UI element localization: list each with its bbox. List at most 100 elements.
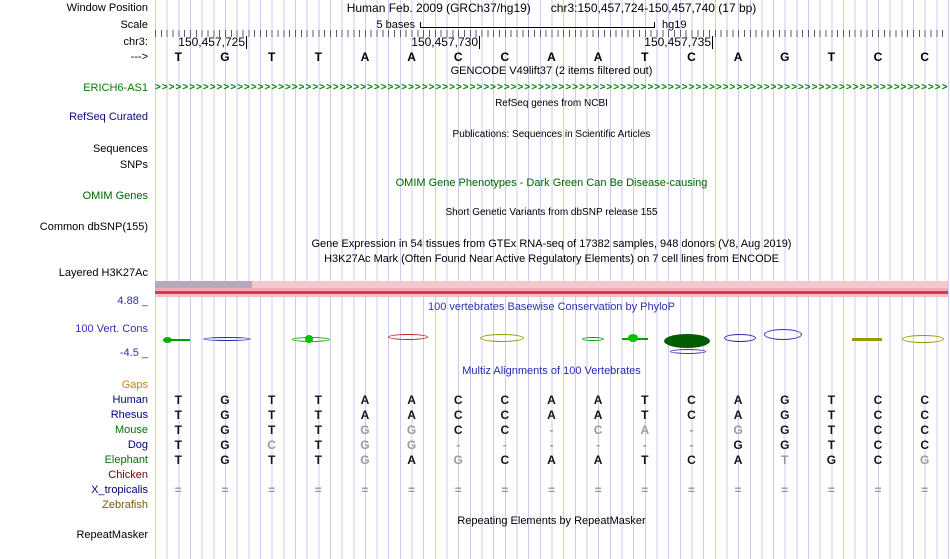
track-title-repeatmasker[interactable]: Repeating Elements by RepeatMasker bbox=[457, 515, 646, 527]
track-label-snps[interactable]: SNPs bbox=[119, 159, 148, 171]
species-label-rhesus[interactable]: Rhesus bbox=[110, 409, 148, 421]
alignment-base: A bbox=[733, 408, 743, 422]
species-label-elephant[interactable]: Elephant bbox=[104, 454, 148, 466]
h3k27ac-signal-bar bbox=[155, 291, 948, 294]
alignment-base: T bbox=[827, 423, 836, 437]
alignment-base: C bbox=[453, 423, 463, 437]
sequence-base: T bbox=[641, 50, 649, 64]
alignment-row-chicken: Chicken bbox=[0, 469, 950, 484]
alignment-base: T bbox=[174, 438, 182, 452]
alignment-base: G bbox=[360, 438, 370, 452]
alignment-row-zebrafish: Zebrafish bbox=[0, 499, 950, 514]
conservation-mark bbox=[480, 334, 524, 342]
track-title-publications[interactable]: Publications: Sequences in Scientific Ar… bbox=[452, 129, 651, 140]
ruler-major-tick bbox=[712, 36, 713, 49]
alignment-base: = bbox=[314, 483, 322, 497]
track-label-gaps[interactable]: Gaps bbox=[121, 379, 148, 391]
alignment-base: - bbox=[642, 438, 647, 452]
alignment-base: = bbox=[501, 483, 509, 497]
track-item-label-erich6-as1[interactable]: ERICH6-AS1 bbox=[83, 82, 148, 94]
alignment-row-human: Human T G T T A A C C A A T C A G T C C bbox=[0, 394, 950, 409]
alignment-base: = bbox=[547, 483, 556, 497]
alignment-base: G bbox=[733, 438, 743, 452]
conservation-max-value: 4.88 _ bbox=[117, 295, 148, 307]
track-label-h3k27ac[interactable]: Layered H3K27Ac bbox=[58, 267, 148, 279]
species-label-dog[interactable]: Dog bbox=[127, 439, 148, 451]
alignment-base: G bbox=[406, 423, 417, 437]
track-label-refseq-curated[interactable]: RefSeq Curated bbox=[69, 111, 148, 123]
alignment-base: A bbox=[547, 393, 556, 407]
track-title-h3k27ac[interactable]: H3K27Ac Mark (Often Found Near Active Re… bbox=[324, 253, 779, 265]
window-position-label: Window Position bbox=[66, 2, 148, 14]
ruler-coordinate-text: 150,457,725 bbox=[178, 35, 245, 49]
track-title-gtex[interactable]: Gene Expression in 54 tissues from GTEx … bbox=[311, 238, 792, 250]
alignment-base: C bbox=[920, 438, 930, 452]
track-title-refseq[interactable]: RefSeq genes from NCBI bbox=[495, 98, 608, 109]
scale-label: Scale bbox=[120, 19, 148, 31]
ruler-coordinate: 150,457,730 bbox=[385, 36, 480, 49]
alignment-base: C bbox=[687, 453, 696, 467]
conservation-mark bbox=[902, 335, 944, 343]
alignment-row-dog: Dog T G C T G G - - - - - - G G T C C bbox=[0, 439, 950, 454]
species-label-human[interactable]: Human bbox=[112, 394, 148, 406]
track-label-repeatmasker[interactable]: RepeatMasker bbox=[76, 529, 148, 541]
track-title-omim[interactable]: OMIM Gene Phenotypes - Dark Green Can Be… bbox=[395, 177, 708, 189]
alignment-base: G bbox=[406, 438, 417, 452]
conservation-mark bbox=[670, 349, 706, 354]
alignment-base: - bbox=[549, 438, 554, 452]
alignment-base: A bbox=[593, 408, 603, 422]
alignment-base: T bbox=[827, 438, 836, 452]
alignment-base: G bbox=[780, 423, 790, 437]
alignment-base: C bbox=[453, 408, 463, 422]
h3k27ac-signal-bar bbox=[155, 281, 252, 288]
alignment-base: - bbox=[549, 423, 554, 437]
conservation-mark bbox=[582, 337, 604, 341]
species-label-zebrafish[interactable]: Zebrafish bbox=[102, 499, 148, 511]
track-label-omim-genes[interactable]: OMIM Genes bbox=[82, 190, 148, 202]
ruler-major-tick bbox=[246, 36, 247, 49]
species-label-chicken[interactable]: Chicken bbox=[108, 469, 148, 481]
alignment-base: A bbox=[407, 408, 416, 422]
track-title-conservation[interactable]: 100 vertebrates Basewise Conservation by… bbox=[427, 301, 676, 313]
alignment-row-mouse: Mouse T G T T G G C C - C A - G G T C C bbox=[0, 424, 950, 439]
alignment-base: C bbox=[873, 453, 883, 467]
track-label-common-dbsnp[interactable]: Common dbSNP(155) bbox=[39, 221, 148, 233]
track-title-gencode[interactable]: GENCODE V49lift37 (2 items filtered out) bbox=[450, 65, 653, 77]
alignment-base: G bbox=[780, 408, 790, 422]
alignment-base: G bbox=[220, 423, 230, 437]
alignment-base: T bbox=[267, 408, 276, 422]
sequence-base: A bbox=[547, 50, 556, 64]
ruler-coordinate-text: 150,457,735 bbox=[644, 35, 711, 49]
assembly-title: Human Feb. 2009 (GRCh37/hg19) bbox=[346, 1, 531, 15]
alignment-base: = bbox=[454, 483, 462, 497]
alignment-base: C bbox=[593, 423, 603, 437]
alignment-base: A bbox=[407, 393, 416, 407]
conservation-mark bbox=[628, 334, 638, 342]
conservation-min-value: -4.5 _ bbox=[119, 347, 148, 359]
alignment-cells bbox=[155, 499, 948, 514]
species-label-x_tropicalis[interactable]: X_tropicalis bbox=[91, 484, 148, 496]
alignment-base: T bbox=[314, 438, 322, 452]
ruler-major-tick bbox=[479, 36, 480, 49]
conservation-mark bbox=[163, 337, 172, 343]
sequence-base: A bbox=[593, 50, 603, 64]
sequence-base: C bbox=[453, 50, 463, 64]
track-label-conservation[interactable]: 100 Vert. Cons bbox=[75, 323, 148, 335]
alignment-base: C bbox=[453, 393, 463, 407]
track-title-multiz[interactable]: Multiz Alignments of 100 Vertebrates bbox=[462, 365, 641, 377]
sequence-base: A bbox=[407, 50, 416, 64]
alignment-base: = bbox=[687, 483, 695, 497]
alignment-base: C bbox=[920, 408, 930, 422]
base-position-ruler[interactable] bbox=[155, 30, 948, 37]
alignment-base: T bbox=[174, 453, 182, 467]
alignment-base: = bbox=[594, 483, 602, 497]
species-label-mouse[interactable]: Mouse bbox=[114, 424, 148, 436]
alignment-base: A bbox=[640, 423, 650, 437]
alignment-base: A bbox=[407, 453, 416, 467]
track-title-dbsnp[interactable]: Short Genetic Variants from dbSNP releas… bbox=[445, 207, 658, 218]
track-label-sequences[interactable]: Sequences bbox=[92, 143, 148, 155]
alignment-base: T bbox=[174, 393, 182, 407]
gencode-item-arrows[interactable]: >>>>>>>>>>>>>>>>>>>>>>>>>>>>>>>>>>>>>>>>… bbox=[155, 83, 948, 93]
